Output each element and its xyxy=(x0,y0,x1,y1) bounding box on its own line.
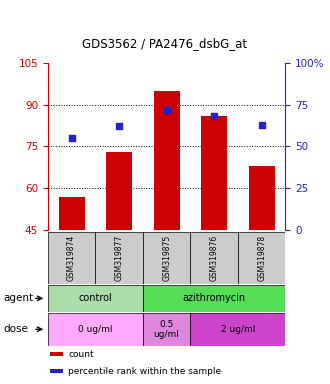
Bar xyxy=(153,91,180,230)
Bar xyxy=(190,232,238,284)
Text: GSM319875: GSM319875 xyxy=(162,235,171,281)
Bar xyxy=(248,166,275,230)
Text: GSM319878: GSM319878 xyxy=(257,235,266,281)
Point xyxy=(212,113,217,119)
Bar xyxy=(95,232,143,284)
Text: 0.5
ug/ml: 0.5 ug/ml xyxy=(154,319,180,339)
Text: GSM319877: GSM319877 xyxy=(115,235,124,281)
Bar xyxy=(48,313,143,346)
Bar xyxy=(143,232,190,284)
Text: GDS3562 / PA2476_dsbG_at: GDS3562 / PA2476_dsbG_at xyxy=(82,36,248,50)
Bar xyxy=(48,285,143,312)
Text: agent: agent xyxy=(3,293,33,303)
Text: count: count xyxy=(68,349,94,359)
Text: GSM319874: GSM319874 xyxy=(67,235,76,281)
Bar xyxy=(238,232,285,284)
Point xyxy=(116,123,122,129)
Bar xyxy=(143,285,285,312)
Text: GSM319876: GSM319876 xyxy=(210,235,219,281)
Bar xyxy=(48,232,95,284)
Bar xyxy=(201,116,227,230)
Text: control: control xyxy=(79,293,112,303)
Text: dose: dose xyxy=(3,324,28,334)
Point xyxy=(259,122,264,128)
Text: 0 ug/ml: 0 ug/ml xyxy=(78,325,113,334)
Bar xyxy=(58,197,85,230)
Text: percentile rank within the sample: percentile rank within the sample xyxy=(68,366,221,376)
Bar xyxy=(106,152,132,230)
Bar xyxy=(190,313,285,346)
Text: azithromycin: azithromycin xyxy=(182,293,246,303)
Bar xyxy=(50,352,63,356)
Bar xyxy=(50,369,63,373)
Text: 2 ug/ml: 2 ug/ml xyxy=(221,325,255,334)
Point xyxy=(69,135,74,141)
Point xyxy=(164,107,169,113)
Bar xyxy=(143,313,190,346)
